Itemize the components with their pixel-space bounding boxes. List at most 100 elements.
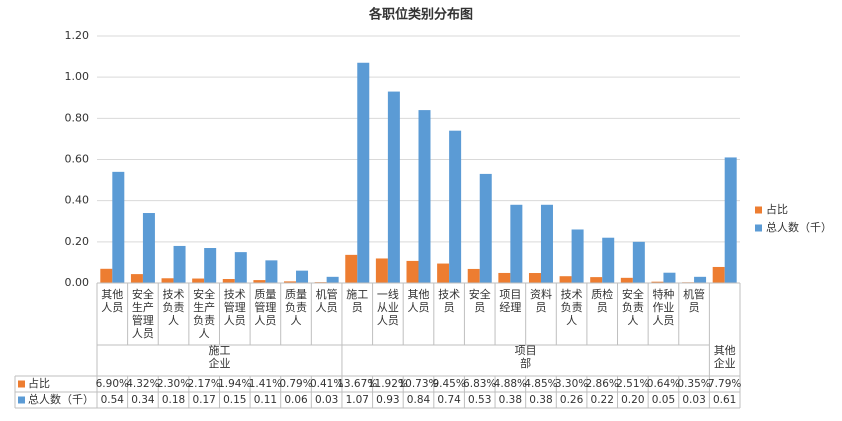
- y-tick-label: 0.80: [65, 111, 90, 124]
- bar: [375, 258, 388, 283]
- y-tick-label: 0.20: [65, 235, 90, 248]
- table-value: 10.73%: [398, 378, 438, 390]
- bar: [112, 171, 125, 283]
- bar: [498, 272, 511, 283]
- table-value: 0.84: [407, 394, 431, 406]
- bar: [651, 281, 664, 283]
- bar: [712, 266, 725, 283]
- table-value: 3.30%: [555, 378, 588, 390]
- category-label: 技术负责人: [163, 288, 185, 327]
- table-value: 0.74: [437, 394, 461, 406]
- category-label: 技术负责人: [561, 288, 583, 327]
- table-value: 0.26: [560, 394, 584, 406]
- category-label: 质量管理人员: [254, 288, 276, 327]
- bar: [590, 277, 603, 283]
- bar: [559, 276, 572, 283]
- table-value: 1.07: [346, 394, 369, 406]
- table-value: 2.86%: [586, 378, 619, 390]
- table-value: 0.54: [101, 394, 125, 406]
- table-value: 0.15: [223, 394, 246, 406]
- group-label: 施工企业: [208, 344, 230, 370]
- chart-title: 各职位类别分布图: [368, 7, 473, 23]
- category-label: 项目经理: [499, 288, 521, 314]
- category-label: 质量负责人: [285, 288, 307, 327]
- table-value: 0.34: [131, 394, 155, 406]
- table-value: 0.93: [376, 394, 399, 406]
- table-value: 4.32%: [126, 378, 159, 390]
- bar: [173, 245, 186, 283]
- bar: [632, 241, 645, 283]
- bar: [620, 277, 633, 283]
- y-tick-label: 0.60: [65, 153, 90, 166]
- category-label: 技术员: [438, 288, 460, 314]
- bar: [694, 276, 707, 283]
- category-label: 机管人员: [316, 287, 338, 314]
- category-label: 一线从业人员: [377, 287, 399, 327]
- bar: [406, 260, 419, 283]
- bar: [161, 278, 174, 283]
- bar: [418, 110, 431, 283]
- bar: [663, 272, 676, 283]
- y-tick-label: 0.40: [65, 194, 90, 207]
- bar: [449, 130, 462, 283]
- table-value: 0.38: [499, 394, 522, 406]
- category-label: 技术管理人员: [224, 288, 246, 327]
- y-tick-label: 1.20: [65, 29, 90, 42]
- category-label: 安全生产负责人: [193, 287, 215, 340]
- table-value: 0.11: [254, 394, 277, 406]
- table-value: 2.30%: [157, 378, 190, 390]
- category-label: 安全生产管理人员: [132, 287, 154, 340]
- table-value: 0.03: [682, 394, 705, 406]
- bar: [130, 274, 143, 283]
- category-label: 机管员: [683, 287, 705, 314]
- bar: [387, 91, 400, 283]
- category-label: 其他人员: [101, 288, 123, 314]
- bar: [528, 273, 541, 283]
- table-value: 0.35%: [677, 378, 710, 390]
- legend-label: 总人数（千）: [766, 220, 832, 234]
- bar: [479, 173, 492, 283]
- bar: [345, 254, 358, 283]
- bar: [234, 252, 247, 283]
- table-value: 11.92%: [368, 378, 408, 390]
- table-value: 0.79%: [279, 378, 312, 390]
- bar: [204, 248, 217, 283]
- legend-key: [18, 380, 25, 388]
- table-value: 0.18: [162, 394, 185, 406]
- bar: [222, 279, 235, 283]
- legend-key: [18, 396, 25, 404]
- category-label: 特种作业人员: [652, 287, 674, 327]
- y-tick-label: 1.00: [65, 70, 90, 83]
- category-label: 资料员: [530, 287, 552, 314]
- table-value: 0.61: [713, 394, 736, 406]
- table-value: 6.83%: [463, 378, 496, 390]
- table-value: 4.85%: [524, 378, 557, 390]
- bar: [142, 213, 155, 283]
- table-value: 0.53: [468, 394, 491, 406]
- group-label: 项目部: [515, 344, 537, 370]
- bar: [265, 260, 278, 283]
- table-value: 4.88%: [494, 378, 527, 390]
- group-label: 其他企业: [714, 344, 736, 370]
- legend-label: 占比: [766, 202, 788, 216]
- bar: [296, 270, 309, 283]
- bar: [437, 263, 450, 283]
- legend-key: [755, 224, 762, 232]
- table-value: 2.17%: [187, 378, 220, 390]
- bar: [571, 229, 584, 283]
- category-label: 其他人员: [408, 288, 430, 314]
- table-series-name: 总人数（千）: [28, 392, 94, 406]
- table-value: 0.38: [529, 394, 552, 406]
- table-value: 0.06: [284, 394, 308, 406]
- category-label: 质检员: [591, 287, 613, 314]
- bar: [724, 157, 737, 283]
- bar: [192, 278, 205, 283]
- category-label: 施工员: [346, 288, 368, 314]
- table-value: 1.41%: [249, 378, 282, 390]
- table-value: 7.79%: [708, 378, 741, 390]
- bar: [284, 281, 297, 283]
- table-value: 0.41%: [310, 378, 343, 390]
- table-value: 6.90%: [96, 378, 129, 390]
- bar: [602, 237, 615, 283]
